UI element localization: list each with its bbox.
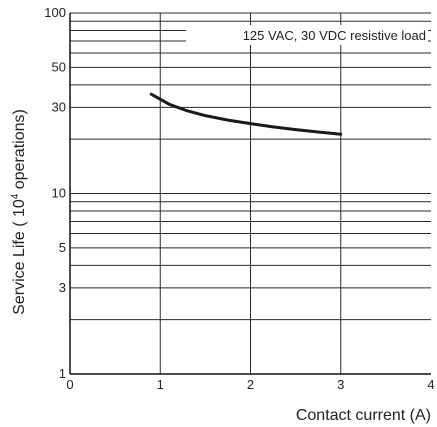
x-tick-label: 1 <box>157 377 164 392</box>
x-tick-label: 4 <box>427 377 434 392</box>
series-line <box>149 92 343 136</box>
y-tick-labels: 1 3 5 10 30 50 100 <box>44 5 66 381</box>
y-tick-label: 100 <box>44 5 66 20</box>
y-tick-label: 30 <box>52 99 66 114</box>
x-tick-label: 2 <box>247 377 254 392</box>
y-axis-label-suffix: operations) <box>11 109 28 194</box>
y-axis-label-prefix: Service Life ( 10 <box>11 199 28 315</box>
y-tick-label: 50 <box>52 59 66 74</box>
plot-frame <box>69 13 431 375</box>
y-tick-label: 1 <box>59 366 66 381</box>
series-group <box>149 92 343 136</box>
grid <box>70 12 431 374</box>
x-tick-label: 3 <box>337 377 344 392</box>
x-tick-labels: 0 1 2 3 4 <box>66 377 434 392</box>
y-tick-label: 3 <box>59 280 66 295</box>
x-tick-label: 0 <box>66 377 73 392</box>
annotation-text: 125 VAC, 30 VDC resistive load <box>243 28 426 43</box>
y-axis-label: Service Life ( 104 operations) <box>10 109 28 315</box>
y-axis-label-superscript: 4 <box>10 193 21 199</box>
annotation: 125 VAC, 30 VDC resistive load <box>186 25 428 45</box>
y-tick-label: 10 <box>52 186 66 201</box>
x-axis-label: Contact current (A) <box>296 407 431 424</box>
y-tick-label: 5 <box>59 240 66 255</box>
